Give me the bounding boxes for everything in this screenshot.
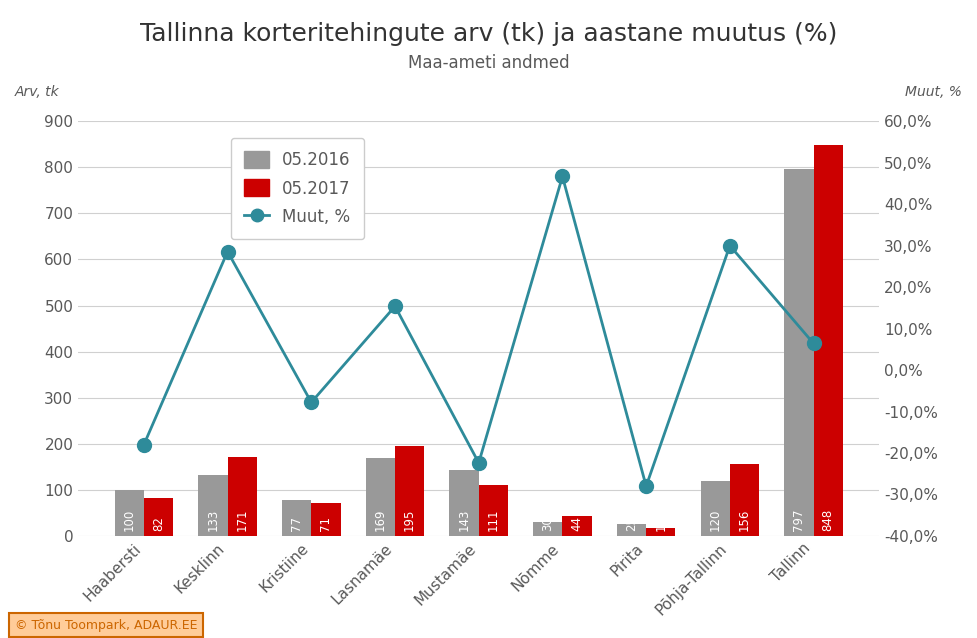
Bar [814,145,843,536]
Text: 100: 100 [123,509,136,531]
Bar [730,464,759,536]
Text: 71: 71 [319,516,332,531]
Text: 77: 77 [290,516,303,531]
Bar [533,522,563,536]
Text: 111: 111 [487,509,500,531]
Bar [563,516,592,536]
Text: 18: 18 [655,516,667,531]
Bar [449,470,479,536]
Bar [198,475,228,536]
Text: © Tõnu Toompark, ADAUR.EE: © Tõnu Toompark, ADAUR.EE [15,619,197,632]
Text: 133: 133 [206,509,220,531]
Text: Maa-ameti andmed: Maa-ameti andmed [407,54,570,72]
Legend: 05.2016, 05.2017, Muut, %: 05.2016, 05.2017, Muut, % [231,138,364,239]
Bar [616,524,646,536]
Text: 30: 30 [541,517,554,531]
Text: 25: 25 [625,516,638,531]
Bar [282,500,312,536]
Text: Muut, %: Muut, % [906,85,962,99]
Text: Tallinna korteritehingute arv (tk) ja aastane muutus (%): Tallinna korteritehingute arv (tk) ja aa… [140,22,837,47]
Bar [228,457,257,536]
Bar [365,458,395,536]
Text: 195: 195 [404,509,416,531]
Text: 171: 171 [235,509,249,531]
Text: 848: 848 [822,509,834,531]
Bar [114,490,144,536]
Text: 169: 169 [374,509,387,531]
Text: Arv, tk: Arv, tk [15,85,60,99]
Bar [701,480,730,536]
Text: 156: 156 [738,509,751,531]
Bar [646,528,675,536]
Text: 44: 44 [571,516,583,531]
Bar [785,168,814,536]
Text: 797: 797 [792,509,805,531]
Bar [144,498,173,536]
Bar [395,446,424,536]
Bar [312,503,341,536]
Text: 143: 143 [457,509,471,531]
Bar [479,485,508,536]
Text: 120: 120 [708,509,722,531]
Text: 82: 82 [152,516,165,531]
